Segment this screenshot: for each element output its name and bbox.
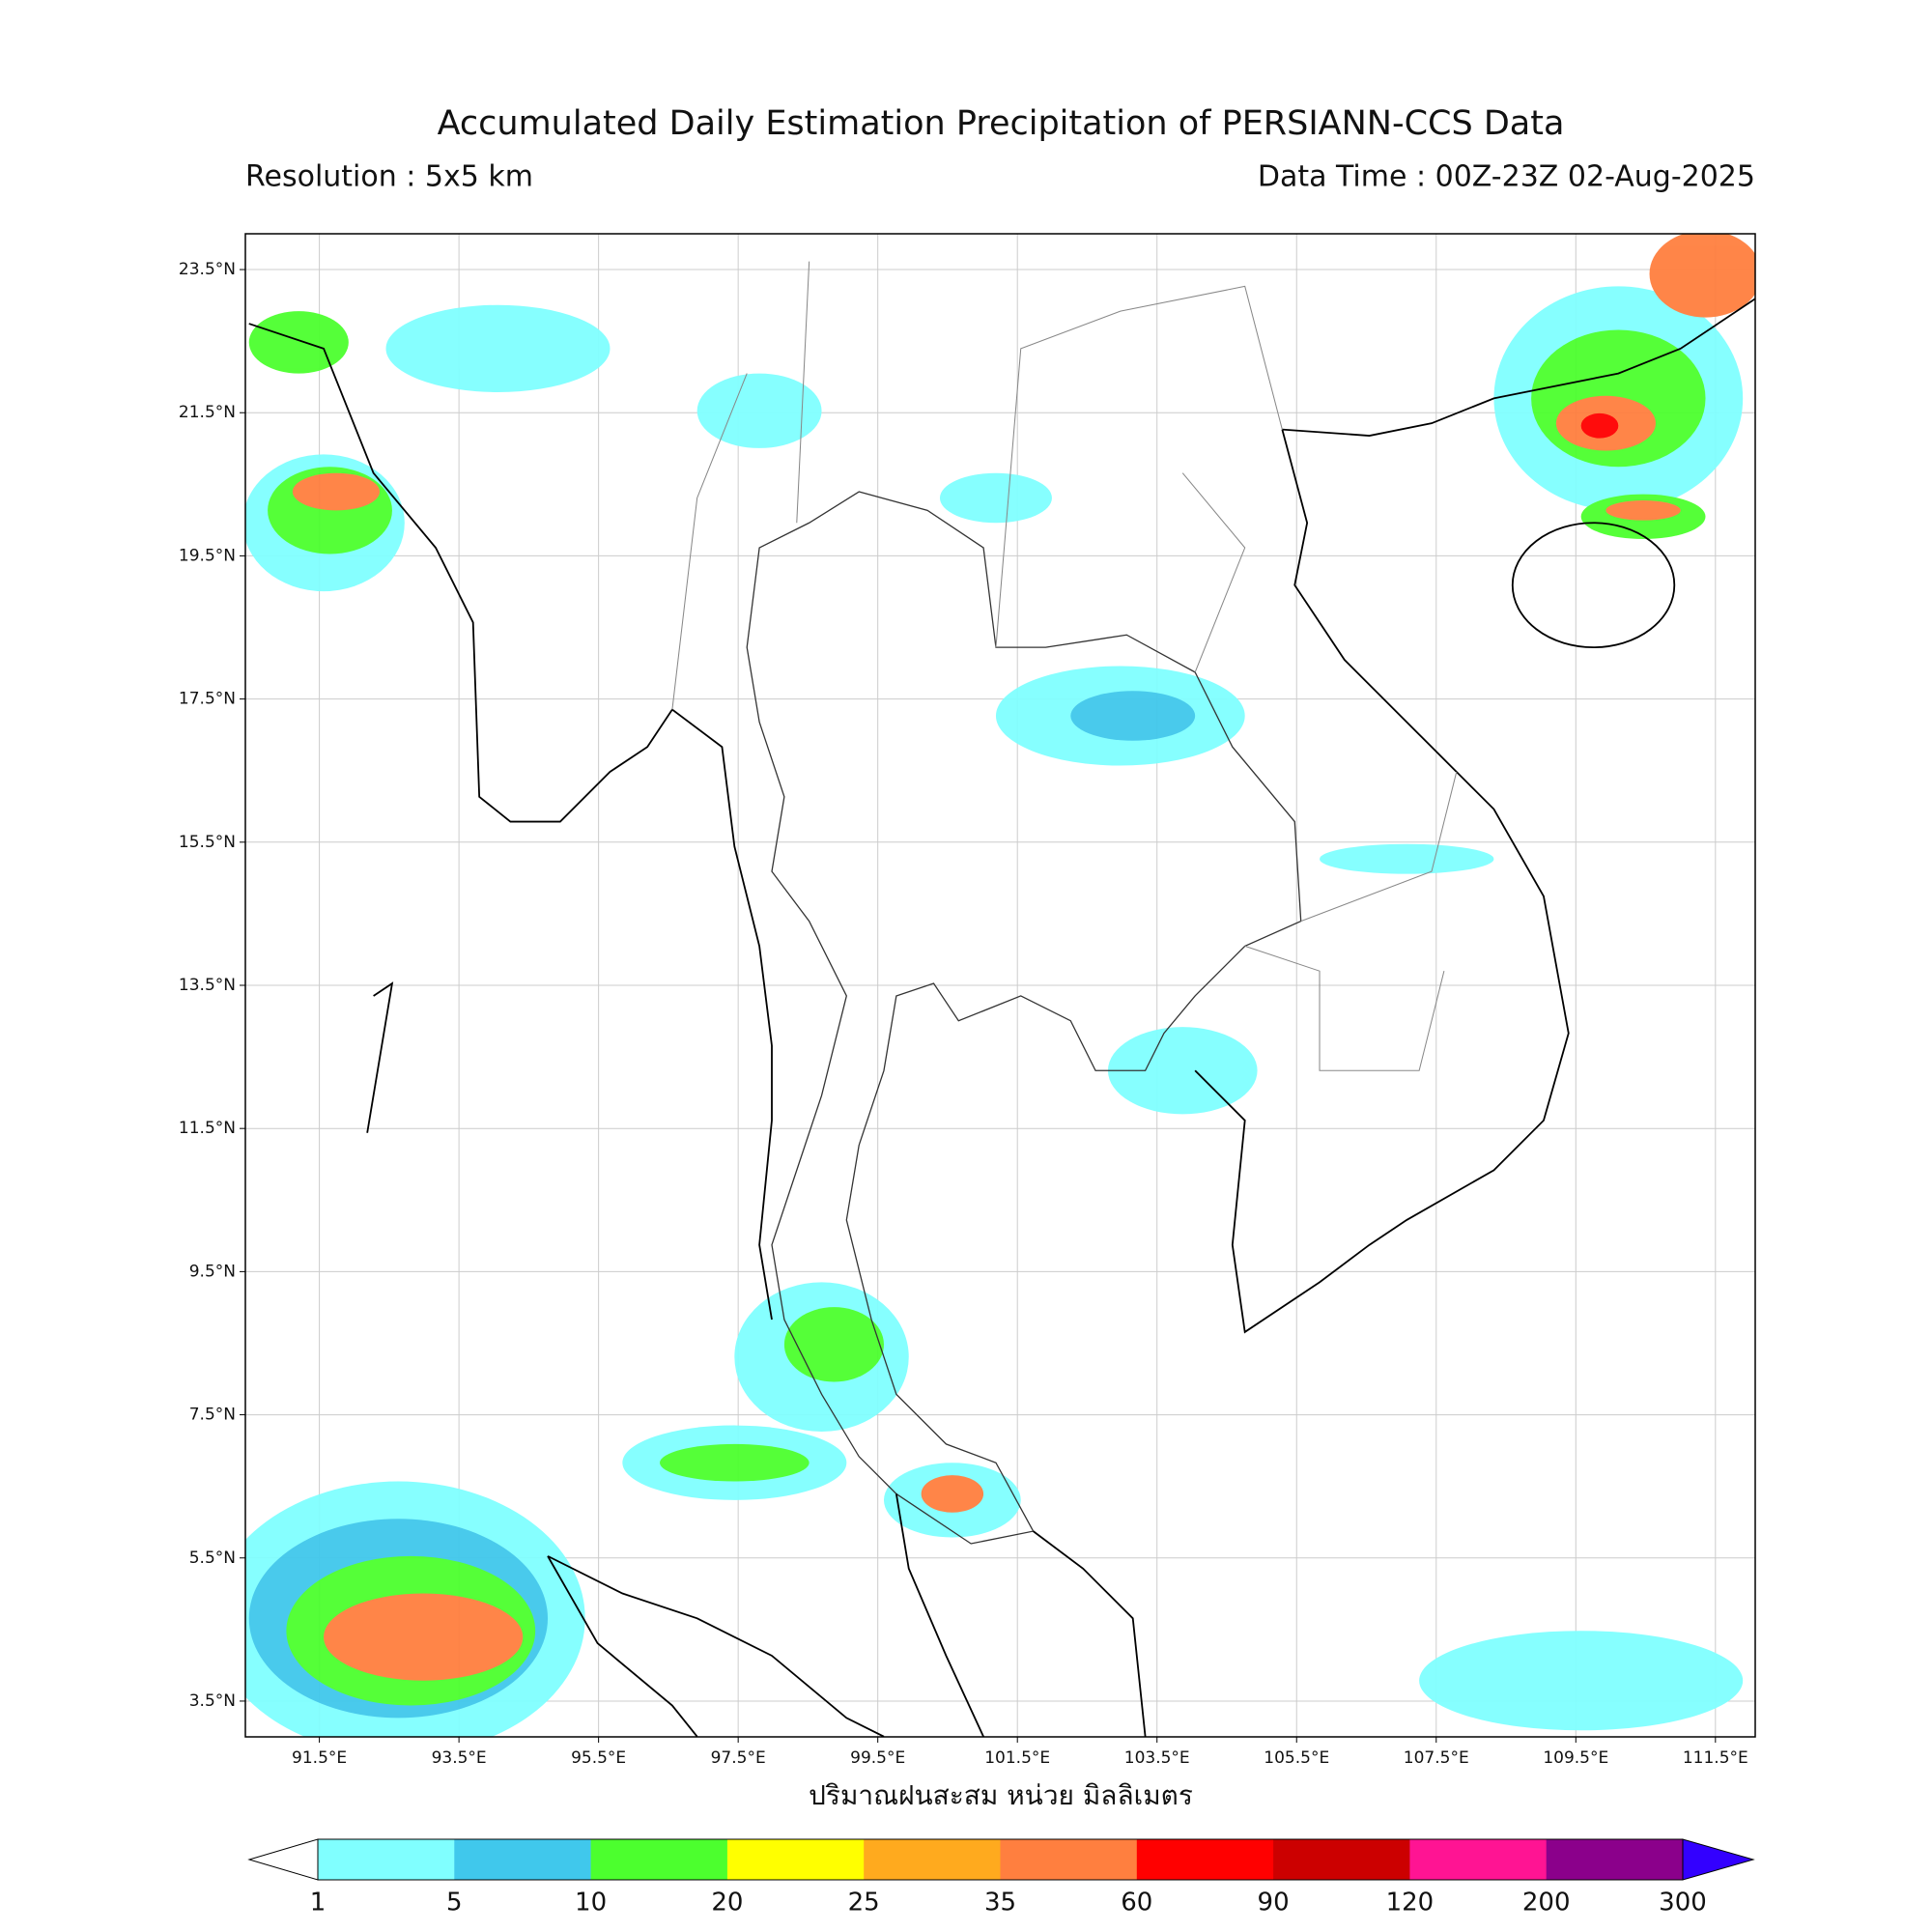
colorbar-box — [1136, 1839, 1274, 1880]
coastlines — [248, 261, 1755, 1737]
x-tick-label: 107.5°E — [1404, 1748, 1469, 1768]
y-tick-label: 9.5°N — [189, 1262, 236, 1281]
x-tick-label: 101.5°E — [984, 1748, 1050, 1768]
y-tick-label: 7.5°N — [189, 1406, 236, 1425]
y-tick-label: 15.5°N — [179, 833, 236, 852]
x-tick-label: 97.5°E — [711, 1748, 766, 1768]
y-tick-label: 17.5°N — [179, 690, 236, 709]
x-tick-label: 105.5°E — [1264, 1748, 1329, 1768]
colorbar-box — [1000, 1839, 1138, 1880]
y-tick-label: 13.5°N — [179, 976, 236, 995]
colorbar-label: 120 — [1386, 1889, 1435, 1918]
x-tick-label: 109.5°E — [1543, 1748, 1608, 1768]
colorbar-box — [1273, 1839, 1410, 1880]
colorbar-label: 35 — [984, 1889, 1016, 1918]
precipitation — [245, 234, 1755, 1737]
colorbar-box — [318, 1839, 455, 1880]
data-time: Data Time : 00Z-23Z 02-Aug-2025 — [1258, 160, 1755, 194]
colorbar-label: 10 — [575, 1889, 607, 1918]
colorbar-label: 20 — [711, 1889, 743, 1918]
x-label: ปริมาณฝนสะสม หน่วย มิลลิเมตร — [809, 1779, 1193, 1811]
colorbar-box — [1546, 1839, 1684, 1880]
colorbar-over — [1682, 1838, 1755, 1881]
colorbar-box — [726, 1839, 865, 1880]
colorbar-box — [590, 1839, 728, 1880]
map-area — [245, 234, 1755, 1737]
colorbar-under — [247, 1838, 319, 1881]
colorbar-frame — [317, 1838, 1684, 1881]
colorbar-label: 300 — [1659, 1889, 1707, 1918]
axes: 91.5°E 93.5°E 95.5°E 97.5°E 99.5°E 101.5°E 103… — [179, 260, 1748, 1768]
x-tick-label: 91.5°E — [292, 1748, 347, 1768]
colorbar-label: 60 — [1121, 1889, 1152, 1918]
y-tick-label: 11.5°N — [179, 1119, 236, 1138]
y-tick-label: 19.5°N — [179, 546, 236, 565]
colorbar-box — [864, 1839, 1001, 1880]
colorbar-box — [1409, 1839, 1548, 1880]
x-tick-label: 95.5°E — [571, 1748, 626, 1768]
x-tick-label: 93.5°E — [432, 1748, 487, 1768]
x-tick-label: 99.5°E — [850, 1748, 905, 1768]
y-tick-label: 5.5°N — [189, 1548, 236, 1568]
colorbar-label: 1 — [310, 1889, 327, 1918]
colorbar-box — [454, 1839, 592, 1880]
colorbar-label: 90 — [1258, 1889, 1290, 1918]
colorbar: 1 5 10 20 25 35 60 90 120 200 300 — [247, 1838, 1755, 1918]
x-tick-label: 111.5°E — [1683, 1748, 1748, 1768]
resolution: Resolution : 5x5 km — [245, 160, 533, 194]
y-tick-label: 21.5°N — [179, 403, 236, 422]
y-tick-label: 3.5°N — [189, 1691, 236, 1711]
colorbar-label: 5 — [446, 1889, 463, 1918]
x-tick-label: 103.5°E — [1124, 1748, 1190, 1768]
title: Accumulated Daily Estimation Precipitati… — [438, 104, 1565, 143]
colorbar-label: 25 — [848, 1889, 880, 1918]
y-tick-label: 23.5°N — [179, 260, 236, 279]
colorbar-label: 200 — [1522, 1889, 1571, 1918]
